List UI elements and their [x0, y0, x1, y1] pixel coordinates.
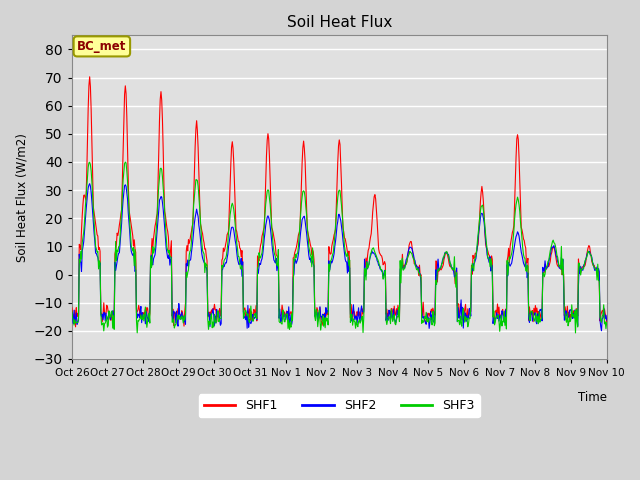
Text: BC_met: BC_met [77, 40, 127, 53]
Text: Time: Time [578, 391, 607, 404]
Legend: SHF1, SHF2, SHF3: SHF1, SHF2, SHF3 [199, 395, 480, 418]
Y-axis label: Soil Heat Flux (W/m2): Soil Heat Flux (W/m2) [15, 132, 28, 262]
Title: Soil Heat Flux: Soil Heat Flux [287, 15, 392, 30]
